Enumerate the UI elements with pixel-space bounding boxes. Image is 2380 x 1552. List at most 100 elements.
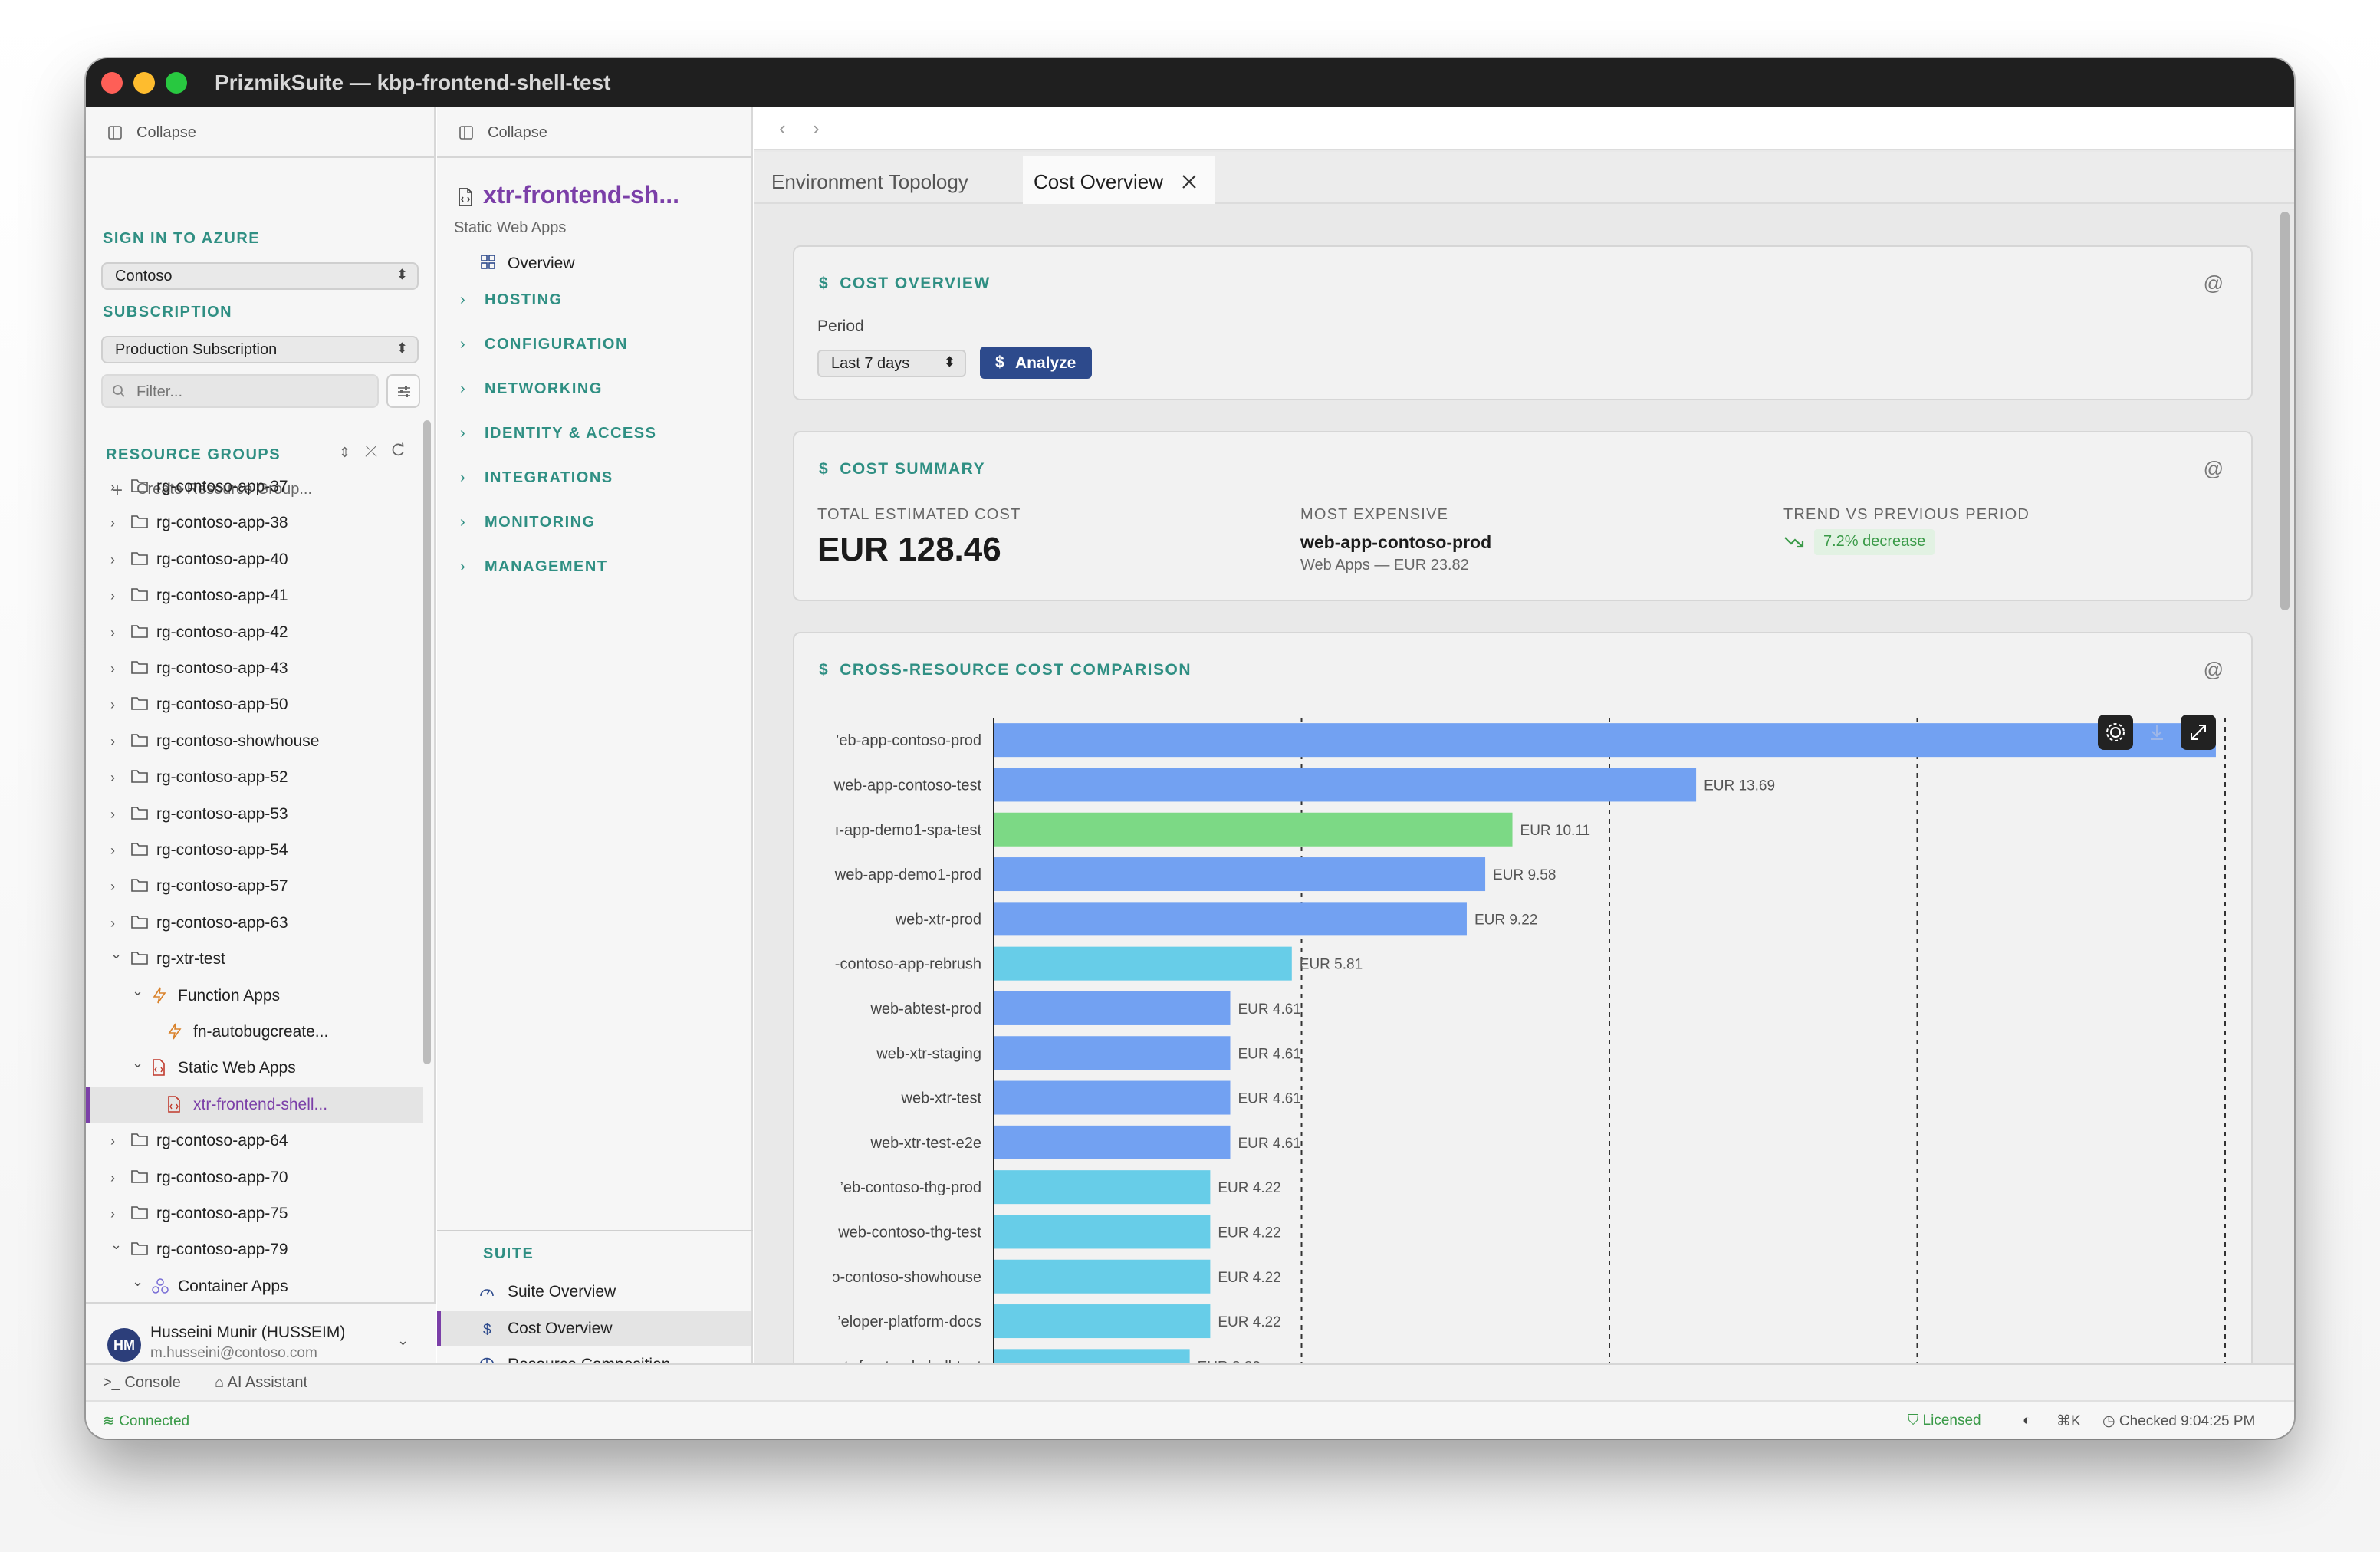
window-title: PrizmikSuite — kbp-frontend-shell-test (215, 71, 611, 94)
expand-all-icon[interactable]: ⇕ (339, 445, 351, 460)
tree-item[interactable]: › rg-contoso-app-41 (86, 578, 423, 613)
tree-item[interactable]: › rg-contoso-app-63 (86, 906, 423, 941)
console-button[interactable]: >_ Console (103, 1374, 181, 1392)
suite-item-suite-overview[interactable]: Suite Overview (437, 1274, 751, 1310)
folder-icon (130, 1169, 149, 1184)
minimize-window-button[interactable] (133, 72, 155, 94)
theme-toggle-icon[interactable]: ◐ (2023, 1412, 2032, 1429)
midnav-collapse-button[interactable]: Collapse (437, 107, 751, 158)
tree-item[interactable]: ⌄ Function Apps (86, 978, 423, 1014)
tree-item[interactable]: › rg-contoso-app-75 (86, 1196, 423, 1231)
period-select[interactable]: Last 7 days ⬍ (817, 350, 966, 377)
tree-item[interactable]: › rg-contoso-app-38 (86, 505, 423, 541)
tree-item[interactable]: › rg-contoso-app-54 (86, 833, 423, 868)
tree-item[interactable]: › rg-contoso-app-40 (86, 542, 423, 577)
chevron-down-icon[interactable]: ⌄ (110, 946, 123, 962)
tree-item[interactable]: › rg-contoso-app-70 (86, 1160, 423, 1195)
tree-item[interactable]: › rg-contoso-app-50 (86, 687, 423, 722)
chevron-right-icon[interactable]: › (110, 515, 115, 531)
tree-item[interactable]: ⌄ rg-xtr-test (86, 942, 423, 977)
folder-icon (130, 587, 149, 602)
collapse-all-icon[interactable]: ⤫ (365, 443, 377, 460)
chevron-right-icon[interactable]: › (110, 1169, 115, 1185)
content-scrollbar[interactable] (2280, 212, 2290, 610)
chart-expand-button[interactable] (2181, 715, 2216, 750)
chevron-right-icon[interactable]: › (110, 879, 115, 895)
suite-item-label: Suite Overview (508, 1283, 616, 1300)
tree-item[interactable]: xtr-frontend-shell... (86, 1087, 423, 1123)
close-window-button[interactable] (101, 72, 123, 94)
close-tab-icon[interactable] (1181, 172, 1198, 196)
container-app-icon (152, 1277, 169, 1294)
create-resource-group-button[interactable]: + Create Resource Group... (86, 472, 423, 508)
sidebar-collapse-button[interactable]: Collapse (86, 107, 434, 158)
chevron-right-icon[interactable]: › (110, 661, 115, 676)
chart-download-button[interactable] (2139, 715, 2175, 750)
tree-item[interactable]: › rg-contoso-showhouse (86, 724, 423, 759)
chevron-right-icon[interactable]: › (110, 697, 115, 713)
tree-item[interactable]: › rg-contoso-app-37 (86, 469, 423, 505)
card-title: $ COST SUMMARY (819, 460, 985, 478)
tab-environment-topology[interactable]: Environment Topology (754, 156, 1020, 204)
tab-cost-overview[interactable]: Cost Overview (1023, 156, 1215, 204)
chevron-down-icon[interactable]: ⌄ (132, 982, 144, 998)
tree-item[interactable]: ⌄ Container Apps (86, 1269, 423, 1304)
chevron-right-icon[interactable]: › (110, 733, 115, 749)
sidebar-scrollbar[interactable] (423, 420, 431, 1064)
tree-item[interactable]: › rg-contoso-app-43 (86, 651, 423, 686)
tree-item-label: rg-contoso-app-75 (156, 1205, 288, 1222)
bar-value-label: EUR 4.22 (1218, 1270, 1280, 1286)
filter-input[interactable] (136, 382, 367, 402)
chevron-right-icon[interactable]: › (110, 624, 115, 640)
tree-item[interactable]: fn-autobugcreate... (86, 1014, 423, 1050)
bar (994, 946, 1292, 981)
chevron-right-icon[interactable]: › (110, 479, 115, 495)
chevron-down-icon[interactable]: ⌄ (132, 1273, 144, 1289)
bar-value-label: EUR 4.22 (1218, 1225, 1280, 1241)
suite-item-cost-overview[interactable]: $ Cost Overview (437, 1310, 751, 1346)
tenant-select[interactable]: Contoso ⬍ (101, 262, 419, 290)
tree-item[interactable]: ⌄ rg-contoso-app-79 (86, 1232, 423, 1268)
filter-field[interactable] (101, 374, 379, 408)
bar-category-label: web-xtr-staging (876, 1045, 981, 1062)
chevron-right-icon[interactable]: › (110, 915, 115, 931)
tree-item[interactable]: › rg-contoso-app-57 (86, 869, 423, 904)
chevron-right-icon[interactable]: › (110, 843, 115, 858)
chevron-right-icon[interactable]: › (110, 551, 115, 567)
static-web-app-icon (167, 1095, 181, 1113)
tree-item[interactable]: › rg-contoso-app-53 (86, 797, 423, 832)
user-email: m.husseini@contoso.com (150, 1345, 317, 1361)
subscription-select[interactable]: Production Subscription ⬍ (101, 336, 419, 363)
license-status[interactable]: ⛉ Licensed (1908, 1412, 1981, 1429)
chevron-right-icon[interactable]: › (110, 770, 115, 786)
at-icon[interactable]: @ (2203, 457, 2224, 480)
tree-item[interactable]: › rg-contoso-app-64 (86, 1123, 423, 1159)
command-palette-shortcut[interactable]: ⌘K (2056, 1413, 2081, 1429)
subscription-value: Production Subscription (115, 341, 278, 358)
tree-item[interactable]: › rg-contoso-app-42 (86, 615, 423, 650)
create-resource-group-label: Create Resource Group... (136, 481, 312, 498)
chevron-down-icon[interactable]: ⌄ (132, 1055, 144, 1071)
refresh-icon[interactable] (390, 442, 406, 463)
tree-item[interactable]: ⌄ Static Web Apps (86, 1051, 423, 1086)
chevron-right-icon[interactable]: › (110, 1206, 115, 1222)
tree-item[interactable]: › rg-contoso-app-52 (86, 760, 423, 795)
bar (994, 1080, 1231, 1115)
back-arrow-icon[interactable]: ‹ (779, 117, 786, 140)
chart-settings-button[interactable] (2098, 715, 2133, 750)
dollar-icon: $ (819, 275, 830, 292)
chevron-right-icon[interactable]: › (110, 1133, 115, 1149)
tree-item-label: rg-contoso-app-43 (156, 659, 288, 677)
filter-options-button[interactable] (386, 374, 420, 408)
sidebar-toggle-icon (459, 125, 474, 140)
analyze-button[interactable]: $ Analyze (980, 347, 1092, 379)
ai-assistant-button[interactable]: ⌂ AI Assistant (215, 1374, 307, 1392)
at-icon[interactable]: @ (2203, 658, 2224, 681)
at-icon[interactable]: @ (2203, 271, 2224, 294)
chevron-down-icon[interactable]: ⌄ (110, 1237, 123, 1253)
chevron-right-icon[interactable]: › (110, 588, 115, 604)
tree-item-label: xtr-frontend-shell... (193, 1095, 328, 1113)
forward-arrow-icon[interactable]: › (813, 117, 820, 140)
chevron-right-icon[interactable]: › (110, 806, 115, 822)
maximize-window-button[interactable] (166, 72, 187, 94)
